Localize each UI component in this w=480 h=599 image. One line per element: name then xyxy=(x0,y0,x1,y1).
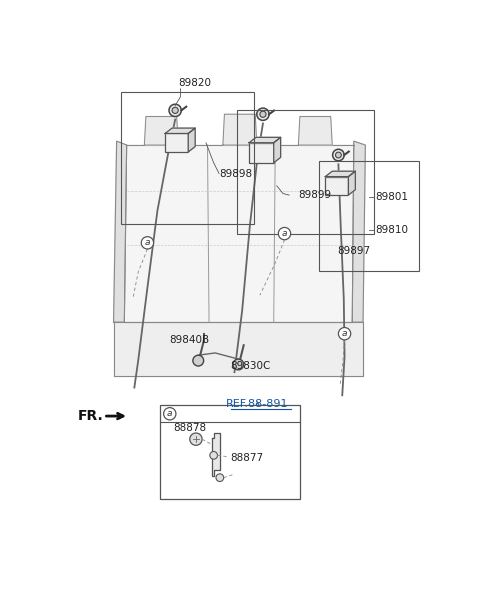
Circle shape xyxy=(164,407,176,420)
Polygon shape xyxy=(274,137,281,163)
Text: 89820: 89820 xyxy=(178,78,211,89)
Text: a: a xyxy=(342,329,348,338)
Polygon shape xyxy=(299,117,332,145)
Circle shape xyxy=(336,152,341,158)
Polygon shape xyxy=(114,141,127,322)
Text: FR.: FR. xyxy=(78,409,104,423)
Circle shape xyxy=(260,111,266,117)
Polygon shape xyxy=(114,322,363,376)
Bar xyxy=(121,92,254,225)
Circle shape xyxy=(210,452,217,459)
Polygon shape xyxy=(223,114,257,145)
Polygon shape xyxy=(144,117,178,145)
Text: 89830C: 89830C xyxy=(230,361,271,371)
Text: a: a xyxy=(144,238,150,247)
Text: 89810: 89810 xyxy=(375,225,408,235)
Circle shape xyxy=(278,228,291,240)
Text: 89897: 89897 xyxy=(337,246,370,256)
Bar xyxy=(237,110,374,234)
Circle shape xyxy=(216,474,224,482)
Bar xyxy=(319,161,419,271)
Text: 89899: 89899 xyxy=(299,190,332,200)
Circle shape xyxy=(257,108,269,120)
Circle shape xyxy=(169,104,181,117)
Polygon shape xyxy=(348,171,355,195)
Polygon shape xyxy=(188,128,195,152)
Text: a: a xyxy=(167,409,172,418)
Bar xyxy=(325,177,348,195)
Polygon shape xyxy=(249,137,281,143)
Text: REF.88-891: REF.88-891 xyxy=(226,399,289,409)
Polygon shape xyxy=(325,171,355,177)
Circle shape xyxy=(193,355,204,366)
Circle shape xyxy=(172,107,178,113)
Circle shape xyxy=(233,359,244,370)
Polygon shape xyxy=(124,145,354,322)
Circle shape xyxy=(190,433,202,445)
Bar xyxy=(249,143,274,163)
Text: a: a xyxy=(282,229,287,238)
Polygon shape xyxy=(212,433,220,476)
Text: 89898: 89898 xyxy=(219,168,252,179)
Polygon shape xyxy=(352,141,365,322)
Text: 89840B: 89840B xyxy=(169,335,209,345)
Text: 89801: 89801 xyxy=(375,192,408,202)
Circle shape xyxy=(338,328,351,340)
Bar xyxy=(165,134,188,152)
Text: 88878: 88878 xyxy=(174,423,207,434)
Bar xyxy=(160,406,300,499)
Polygon shape xyxy=(165,128,195,134)
Circle shape xyxy=(141,237,154,249)
Circle shape xyxy=(333,149,344,161)
Text: 88877: 88877 xyxy=(230,453,264,462)
